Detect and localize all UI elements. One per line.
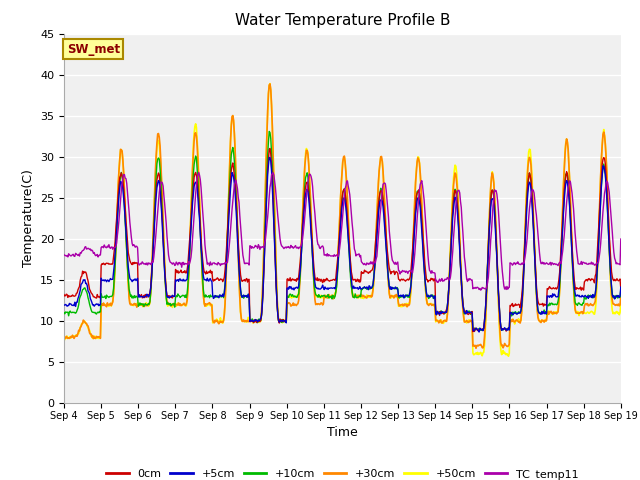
Title: Water Temperature Profile B: Water Temperature Profile B	[235, 13, 450, 28]
Y-axis label: Temperature(C): Temperature(C)	[22, 169, 35, 267]
Legend: 0cm, +5cm, +10cm, +30cm, +50cm, TC_temp11: 0cm, +5cm, +10cm, +30cm, +50cm, TC_temp1…	[102, 464, 583, 480]
Text: SW_met: SW_met	[67, 43, 120, 56]
X-axis label: Time: Time	[327, 426, 358, 439]
